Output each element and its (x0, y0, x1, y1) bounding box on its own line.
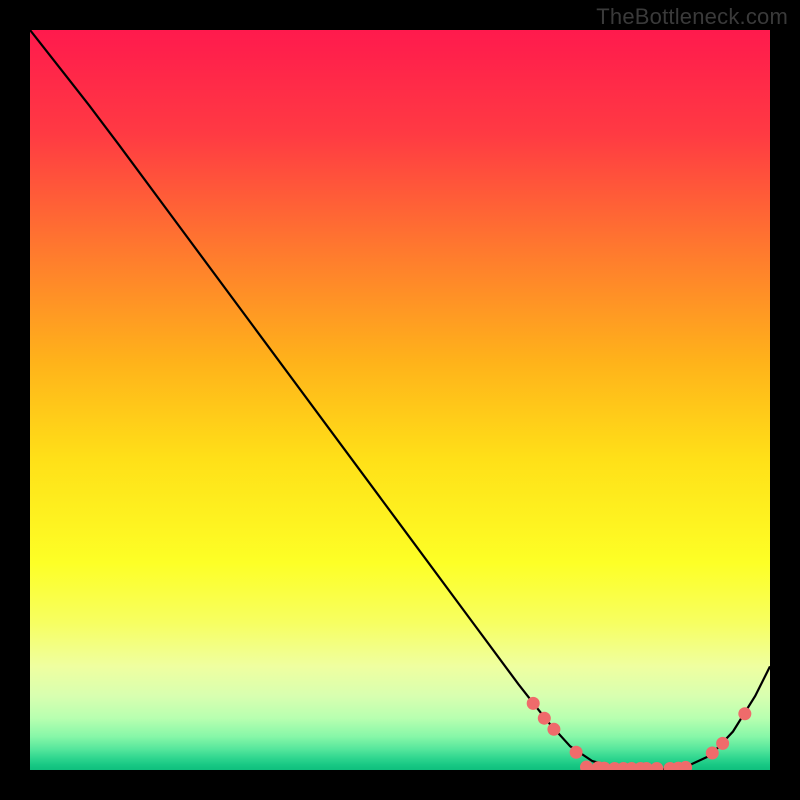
plot-area (30, 30, 770, 770)
marker-dot (716, 737, 729, 750)
bottleneck-curve (30, 30, 770, 770)
watermark-text: TheBottleneck.com (596, 4, 788, 30)
marker-dot (706, 746, 719, 759)
marker-dot (547, 723, 560, 736)
marker-dot (650, 762, 663, 770)
marker-group (527, 697, 752, 770)
marker-dot (527, 697, 540, 710)
marker-dot (679, 761, 692, 770)
plot-frame (0, 0, 800, 800)
marker-dot (570, 746, 583, 759)
chart-svg (30, 30, 770, 770)
marker-dot (580, 761, 593, 770)
marker-dot (738, 707, 751, 720)
marker-dot (538, 712, 551, 725)
